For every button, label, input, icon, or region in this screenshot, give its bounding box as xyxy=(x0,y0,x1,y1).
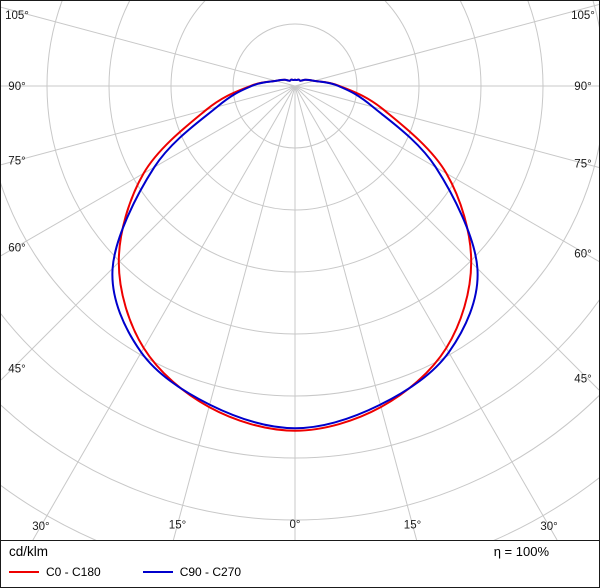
angle-label: 45° xyxy=(574,374,591,386)
grid-radial-line xyxy=(1,85,296,257)
grid-ring xyxy=(1,299,599,459)
angle-label: 15° xyxy=(169,520,186,532)
footer-top-row: cd/klm η = 100% xyxy=(9,544,591,559)
polar-chart-area: 0° 15° 15° 30° 30° 45° 45° 60° 60° 75° 75° 90° 90° 10… xyxy=(1,1,599,541)
angle-label: 105° xyxy=(5,10,29,22)
grid-ring xyxy=(1,394,599,521)
angle-label: 30° xyxy=(32,521,49,533)
angle-label: 0° xyxy=(290,519,301,531)
grid-radial-line xyxy=(172,85,296,540)
angle-label: 90° xyxy=(8,81,25,93)
curve-c90-c270 xyxy=(111,78,479,430)
legend-line-red xyxy=(9,571,39,573)
grid-radial-line xyxy=(294,85,599,168)
legend-item-c0-c180: C0 - C180 xyxy=(9,565,101,579)
grid-radial-line xyxy=(294,85,558,540)
grid-radial-line xyxy=(1,6,296,87)
chart-footer: cd/klm η = 100% C0 - C180 C90 - C270 xyxy=(1,541,599,587)
grid-radial-line xyxy=(1,85,296,166)
grid-radial-line xyxy=(294,85,599,391)
legend-label-c0-c180: C0 - C180 xyxy=(46,565,101,579)
angle-label: 75° xyxy=(8,156,25,168)
legend-label-c90-c270: C90 - C270 xyxy=(179,565,242,579)
angle-label: 15° xyxy=(404,520,421,532)
grid-radial-line xyxy=(1,85,296,381)
angle-label: 30° xyxy=(540,521,557,533)
grid-ring xyxy=(1,477,599,540)
grid-radial-line xyxy=(294,4,599,87)
legend: C0 - C180 C90 - C270 xyxy=(9,565,591,579)
angle-label: 75° xyxy=(574,158,591,170)
angle-label: 60° xyxy=(8,243,25,255)
angle-label: 105° xyxy=(571,10,595,22)
grid-ring xyxy=(1,1,599,397)
polar-chart: 0° 15° 15° 30° 30° 45° 45° 60° 60° 75° 75° 90° 90° 10… xyxy=(1,1,599,540)
angle-label: 60° xyxy=(574,249,591,261)
angle-label: 90° xyxy=(574,81,591,93)
legend-item-c90-c270: C90 - C270 xyxy=(142,565,242,579)
grid-radial-line xyxy=(32,85,296,540)
grid-radial-line xyxy=(294,85,418,540)
angle-label: 45° xyxy=(8,364,25,376)
efficiency-label: η = 100% xyxy=(493,544,549,559)
units-label: cd/klm xyxy=(9,544,49,559)
legend-line-blue xyxy=(142,571,173,573)
